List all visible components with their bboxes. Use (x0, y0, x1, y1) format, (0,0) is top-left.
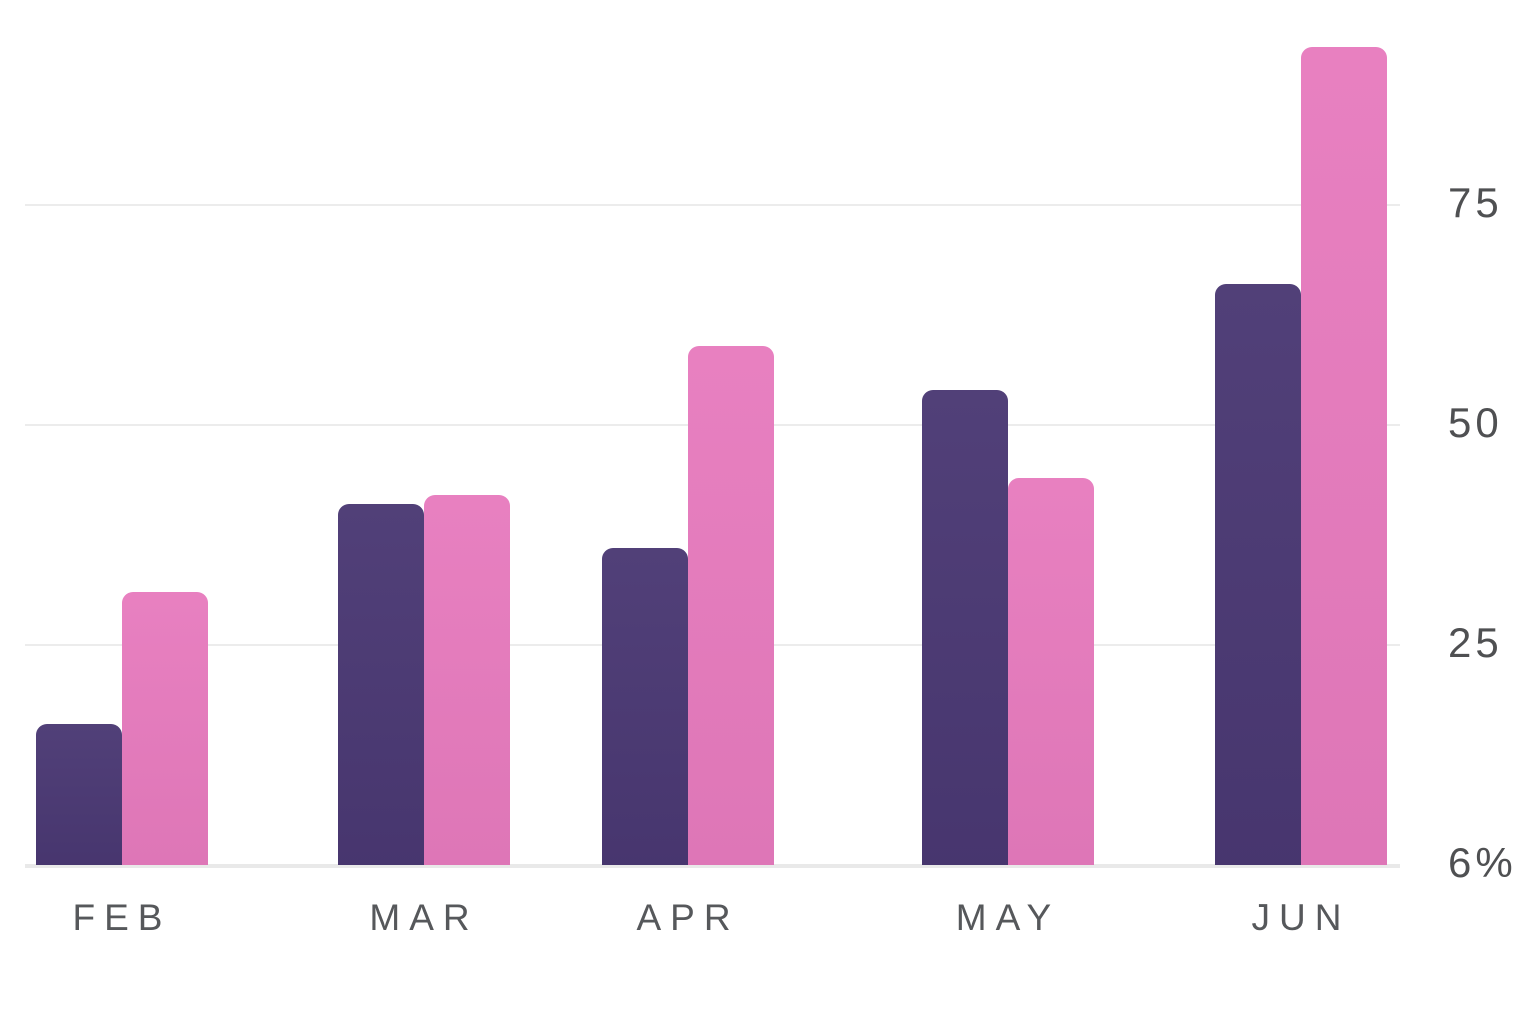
y-axis-label-25: 25 (1448, 619, 1503, 666)
y-axis-label-6pct: 6% (1448, 839, 1517, 886)
y-axis-label-75: 75 (1448, 179, 1503, 226)
x-axis-label-jun: JUN (1251, 897, 1351, 938)
bar-purple-feb (36, 724, 122, 865)
bar-pink-jun (1301, 46, 1387, 865)
x-axis-label-feb: FEB (72, 897, 172, 938)
x-axis-label-mar: MAR (369, 897, 479, 938)
x-axis-label-apr: APR (636, 897, 740, 938)
bar-purple-apr (602, 548, 688, 865)
bar-purple-may (922, 389, 1008, 865)
gridline-6pct (25, 864, 1400, 868)
bar-purple-jun (1215, 284, 1301, 865)
bar-pink-mar (424, 495, 510, 865)
bar-pink-apr (688, 345, 774, 865)
x-axis-label-may: MAY (955, 897, 1061, 938)
bar-purple-mar (338, 504, 424, 865)
gridline-75 (25, 204, 1400, 206)
bar-pink-may (1008, 477, 1094, 865)
bar-pink-feb (122, 592, 208, 865)
y-axis-label-50: 50 (1448, 399, 1503, 446)
